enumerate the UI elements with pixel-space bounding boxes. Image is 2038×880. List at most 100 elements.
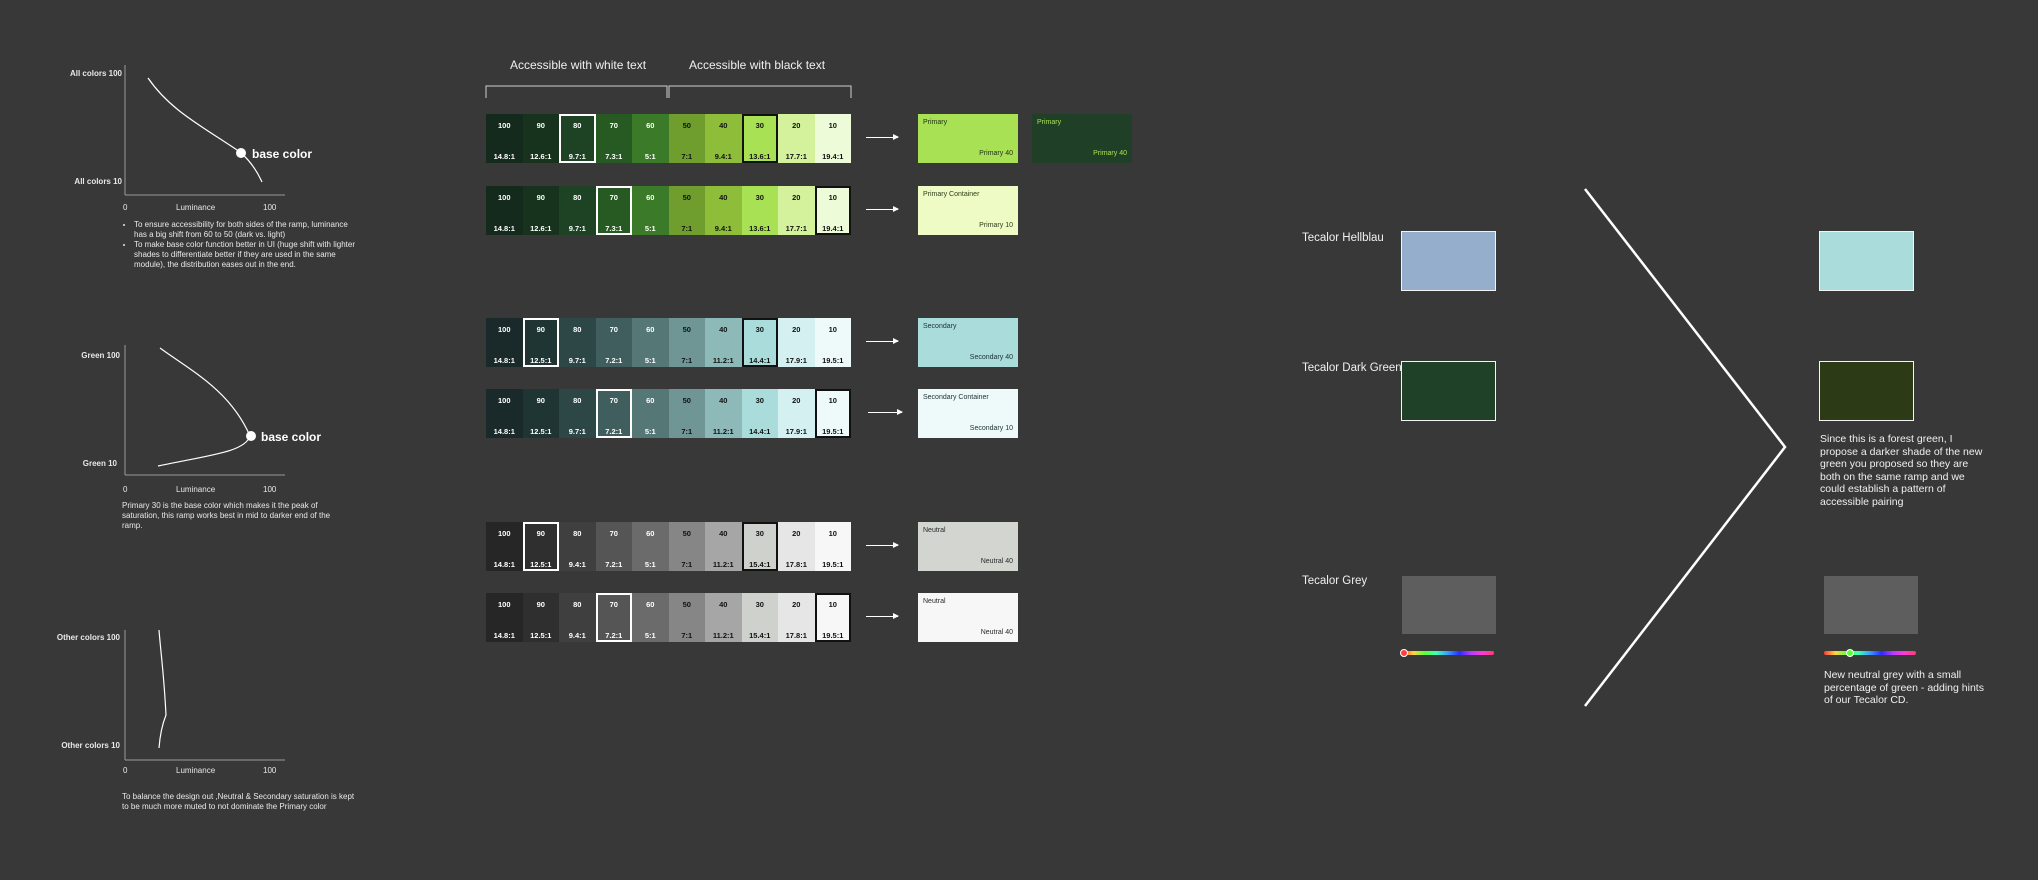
hue-slider-handle[interactable]: [1400, 648, 1408, 657]
tone-swatch: 10 19.4:1: [814, 186, 851, 235]
tone-swatch: 100 14.8:1: [486, 593, 523, 642]
tone-label: 70: [609, 529, 618, 538]
x-axis-label: Luminance: [176, 203, 216, 212]
contrast-ratio: 13.6:1: [749, 224, 771, 233]
contrast-ratio: 7:1: [681, 224, 693, 233]
tone-swatch: 90 12.5:1: [522, 593, 559, 642]
tone-label: 20: [792, 396, 801, 405]
contrast-ratio: 9.7:1: [568, 224, 586, 233]
tone-swatch: 80 9.7:1: [559, 318, 596, 367]
x-axis-max: 100: [263, 203, 277, 212]
tone-label: 10: [828, 325, 837, 334]
tone-label: 60: [646, 325, 655, 334]
tone-label: 50: [682, 396, 691, 405]
tone-swatch: 80 9.7:1: [559, 114, 596, 163]
role-tone: Neutral 40: [980, 558, 1013, 565]
tone-swatch: 90 12.6:1: [522, 186, 559, 235]
luminance-curve: [158, 629, 167, 749]
tone-label: 20: [792, 121, 801, 130]
tone-swatch: 100 14.8:1: [486, 389, 523, 438]
role-preview-tile: Secondary Secondary 40: [918, 318, 1018, 367]
tone-swatch: 60 5:1: [632, 593, 669, 642]
contrast-ratio: 14.8:1: [493, 152, 515, 161]
tone-swatch: 20 17.8:1: [778, 522, 815, 571]
tone-swatch: 40 11.2:1: [705, 389, 742, 438]
arrow-right-icon: [866, 206, 899, 212]
tone-swatch: 30 13.6:1: [741, 186, 778, 235]
tone-swatch: 40 9.4:1: [705, 186, 742, 235]
tone-label: 90: [536, 529, 545, 538]
x-axis-max: 100: [263, 485, 277, 494]
tone-swatch: 30 15.4:1: [741, 522, 778, 571]
old-grey-hue-slider[interactable]: [1400, 648, 1494, 657]
hue-slider-handle[interactable]: [1846, 648, 1854, 657]
contrast-ratio: 12.5:1: [530, 427, 552, 436]
tone-label: 100: [497, 193, 511, 202]
tone-swatch: 80 9.7:1: [559, 186, 596, 235]
tone-label: 70: [609, 600, 618, 609]
luminance-curve: [147, 77, 263, 183]
tone-swatch: 50 7:1: [668, 522, 705, 571]
tone-label: 20: [792, 325, 801, 334]
role-name: Neutral: [923, 527, 946, 534]
contrast-ratio: 19.4:1: [822, 224, 844, 233]
y-axis-top-label: Other colors 100: [56, 633, 120, 642]
chevron-right-icon: [1584, 188, 1787, 707]
y-axis-top-label: Green 100: [81, 351, 120, 360]
tone-label: 60: [646, 600, 655, 609]
contrast-ratio: 12.5:1: [530, 631, 552, 640]
role-name: Secondary Container: [923, 394, 989, 401]
contrast-ratio: 5:1: [644, 560, 656, 569]
accessible-black-header: Accessible with black text: [689, 58, 826, 72]
old-hellblau-swatch: [1401, 231, 1496, 291]
y-axis-top-label: All colors 100: [69, 69, 122, 78]
tonal-ramp: 100 14.8:1 90 12.6:1 80 9.7:1 70 7.3:1 60 5:1 50 7:…: [486, 114, 851, 163]
tone-swatch: 10 19.5:1: [814, 522, 851, 571]
base-color-point: [246, 431, 256, 441]
tone-swatch: 20 17.7:1: [778, 114, 815, 163]
tone-swatch: 10 19.5:1: [814, 318, 851, 367]
transition-chevron: [1584, 188, 1787, 707]
tone-label: 90: [536, 396, 545, 405]
tecalor-hellblau-label: Tecalor Hellblau: [1302, 232, 1384, 244]
tone-label: 60: [646, 396, 655, 405]
tone-label: 20: [792, 193, 801, 202]
contrast-ratio: 11.2:1: [712, 356, 734, 365]
tone-swatch: 50 7:1: [668, 389, 705, 438]
contrast-ratio: 14.4:1: [749, 356, 771, 365]
old-grey-swatch: [1402, 576, 1496, 634]
contrast-ratio: 14.8:1: [493, 224, 515, 233]
new-hellblau-swatch: [1819, 231, 1914, 291]
tone-label: 30: [755, 529, 764, 538]
chart-notes: To ensure accessibility for both sides o…: [124, 220, 356, 270]
x-axis-min: 0: [123, 203, 128, 212]
contrast-ratio: 17.9:1: [785, 427, 807, 436]
tone-label: 30: [755, 193, 764, 202]
tone-label: 80: [573, 325, 582, 334]
contrast-ratio: 7.2:1: [605, 356, 623, 365]
contrast-ratio: 12.6:1: [530, 152, 552, 161]
role-name: Neutral: [923, 598, 946, 605]
contrast-ratio: 15.4:1: [749, 631, 771, 640]
contrast-ratio: 19.5:1: [822, 631, 844, 640]
tone-label: 100: [497, 600, 511, 609]
tone-label: 100: [497, 529, 511, 538]
tone-swatch: 90 12.5:1: [522, 318, 559, 367]
tone-swatch: 80 9.4:1: [559, 593, 596, 642]
accessible-white-header: Accessible with white text: [510, 58, 647, 72]
contrast-ratio: 9.7:1: [568, 356, 586, 365]
tonal-ramp: 100 14.8:1 90 12.5:1 80 9.7:1 70 7.2:1 60 5:1 50 7:…: [486, 318, 851, 367]
tone-label: 80: [573, 121, 582, 130]
chart-plot: [124, 345, 285, 476]
new-grey-hue-slider[interactable]: [1824, 648, 1916, 657]
tone-label: 90: [536, 600, 545, 609]
tone-label: 30: [755, 600, 764, 609]
tone-swatch: 50 7:1: [668, 593, 705, 642]
luminance-curve: [157, 347, 251, 467]
tone-swatch: 70 7.2:1: [595, 389, 632, 438]
tone-swatch: 20 17.7:1: [778, 186, 815, 235]
base-color-label: base color: [261, 430, 322, 444]
contrast-ratio: 9.4:1: [714, 224, 732, 233]
tone-swatch: 50 7:1: [668, 318, 705, 367]
contrast-ratio: 17.7:1: [785, 152, 807, 161]
